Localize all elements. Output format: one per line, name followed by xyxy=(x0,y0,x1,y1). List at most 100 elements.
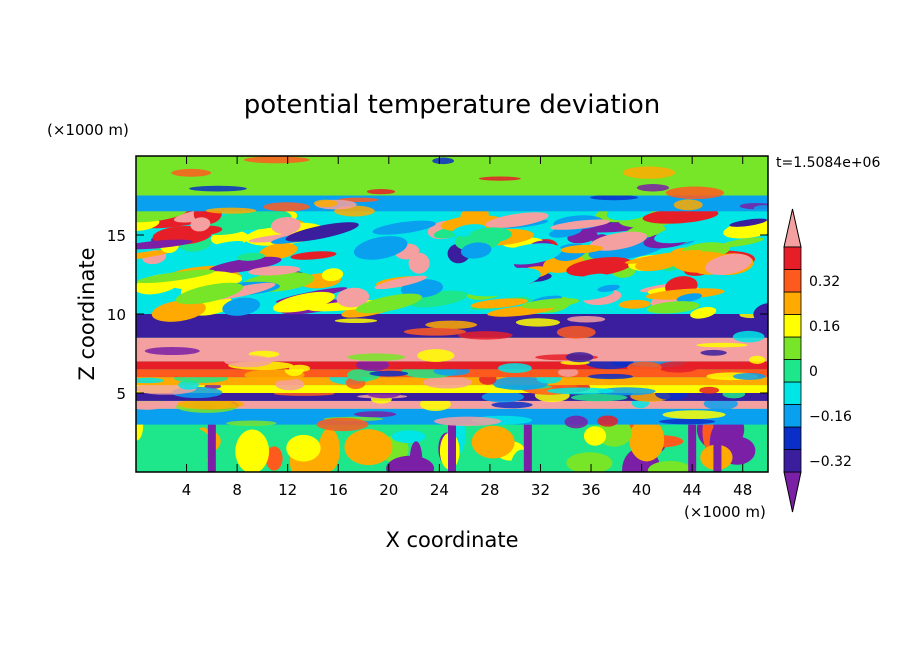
field-blob xyxy=(654,221,729,244)
field-blob xyxy=(286,434,321,462)
field-blob xyxy=(409,441,423,472)
field-blob xyxy=(665,186,725,200)
field-blob xyxy=(189,185,247,192)
field-blob xyxy=(463,273,531,297)
field-blob xyxy=(657,361,700,373)
field-blob xyxy=(334,318,378,324)
field-blob xyxy=(440,215,503,232)
field-blob xyxy=(248,265,301,276)
field-blob xyxy=(597,415,619,427)
x-tick-label: 32 xyxy=(531,481,550,499)
field-blob xyxy=(321,268,344,282)
x-tick-label: 16 xyxy=(329,481,348,499)
y-unit-label: (×1000 m) xyxy=(47,121,129,139)
field-blob xyxy=(676,293,703,303)
colorbar-swatch xyxy=(783,291,802,315)
chart-title: potential temperature deviation xyxy=(244,90,660,120)
field-blob xyxy=(460,242,492,259)
field-blob xyxy=(556,325,596,339)
x-tick-label: 48 xyxy=(733,481,752,499)
colorbar-swatch xyxy=(783,336,802,360)
field-blob xyxy=(177,398,245,410)
field-blob xyxy=(273,291,335,313)
field-blob xyxy=(560,244,603,254)
field-blob xyxy=(705,253,752,276)
colorbar-tick-label: 0.16 xyxy=(809,319,840,335)
field-blob xyxy=(624,249,703,264)
field-blob xyxy=(137,269,215,284)
field-blob xyxy=(550,219,610,230)
field-blob xyxy=(175,282,244,305)
y-axis: 5 10 15 xyxy=(107,227,768,403)
heatmap-field xyxy=(136,156,768,472)
y-tick-label: 10 xyxy=(107,306,126,324)
field-band xyxy=(136,393,768,401)
field-blob xyxy=(565,352,594,363)
field-blob xyxy=(347,368,381,382)
field-band xyxy=(136,385,768,393)
field-blob xyxy=(690,306,717,319)
plot-area xyxy=(135,155,769,473)
field-blob xyxy=(732,330,765,343)
field-blob xyxy=(597,284,620,292)
field-blob xyxy=(647,460,693,472)
field-blob xyxy=(749,355,766,364)
field-blob xyxy=(316,417,369,432)
field-blob xyxy=(485,212,549,228)
field-blob xyxy=(478,176,521,181)
colorbar-tick-label: −0.16 xyxy=(809,409,852,425)
field-blob xyxy=(636,184,670,192)
colorbar: 0.32 0.16 0 −0.16 −0.32 xyxy=(783,208,852,513)
x-tick-label: 44 xyxy=(683,481,702,499)
field-blob xyxy=(497,363,532,374)
field-blob xyxy=(492,376,549,391)
field-blob xyxy=(425,320,478,329)
field-blob xyxy=(417,349,455,362)
y-tick-label: 15 xyxy=(107,227,126,245)
field-blob xyxy=(208,256,282,274)
field-blob xyxy=(151,300,206,322)
colorbar-swatch xyxy=(783,426,802,450)
field-blob xyxy=(627,361,662,374)
x-tick-label: 36 xyxy=(581,481,600,499)
field-blob xyxy=(567,315,606,323)
field-blob xyxy=(226,420,277,426)
field-blob xyxy=(205,207,257,214)
field-band xyxy=(136,400,768,409)
plume-stem xyxy=(713,424,722,472)
field-blob xyxy=(355,293,423,314)
field-blob xyxy=(408,252,430,274)
x-tick-label: 20 xyxy=(379,481,398,499)
colorbar-swatch xyxy=(783,246,802,270)
field-blob xyxy=(136,399,165,410)
field-blob xyxy=(290,251,337,260)
x-tick-label: 8 xyxy=(232,481,242,499)
x-tick-label: 24 xyxy=(430,481,449,499)
field-band xyxy=(136,361,768,370)
field-blob xyxy=(729,218,768,227)
colorbar-swatch xyxy=(783,381,802,405)
field-blob xyxy=(471,425,515,459)
field-blob xyxy=(645,288,725,300)
field-blob xyxy=(391,430,426,444)
colorbar-tick-label: −0.32 xyxy=(809,454,852,470)
field-blob xyxy=(313,199,338,208)
field-blob xyxy=(629,417,665,462)
field-blob xyxy=(753,205,768,212)
field-blob xyxy=(732,372,766,380)
field-blob xyxy=(589,231,647,251)
field-blob xyxy=(589,194,639,201)
field-blob xyxy=(271,217,301,235)
field-blob xyxy=(481,391,524,403)
y-tick-label: 5 xyxy=(116,385,126,403)
x-tick-label: 28 xyxy=(480,481,499,499)
x-tick-label: 4 xyxy=(182,481,192,499)
field-blob xyxy=(136,445,163,472)
field-blob xyxy=(588,373,634,380)
colorbar-swatch xyxy=(783,404,802,428)
field-blob xyxy=(215,312,261,325)
field-blob xyxy=(557,367,579,377)
field-blob xyxy=(468,227,512,243)
field-blob xyxy=(190,217,211,232)
field-blob xyxy=(263,202,310,212)
